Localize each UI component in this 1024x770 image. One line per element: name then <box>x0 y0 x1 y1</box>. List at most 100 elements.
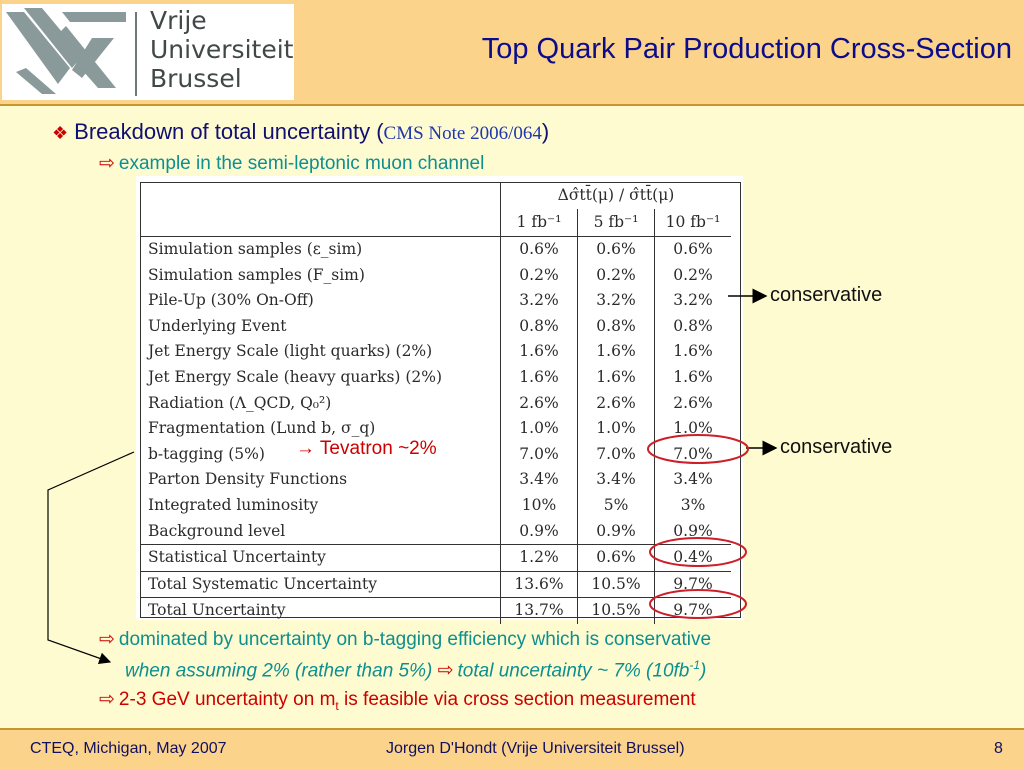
vub-logo: Vrije Universiteit Brussel <box>2 4 294 100</box>
row-value: 3.4% <box>500 467 578 493</box>
sub-bullet-2: ⇨ dominated by uncertainty on b-tagging e… <box>99 628 711 651</box>
row-label: Total Uncertainty <box>140 597 501 624</box>
logo-line-1: Vrije <box>150 6 207 35</box>
row-value: 3.4% <box>673 470 713 489</box>
row-label: Fragmentation (Lund b, σ_q) <box>140 416 501 442</box>
arrow-bullet-icon: ⇨ <box>99 629 115 650</box>
logo-line-3: Brussel <box>150 64 242 93</box>
row-label: Pile-Up (30% On-Off) <box>140 288 501 314</box>
arrow-bullet-icon: ⇨ <box>437 660 454 682</box>
table-row: Background level 0.9% 0.9% 0.9% <box>140 518 731 545</box>
table-row: Jet Energy Scale (heavy quarks) (2%) 1.6%… <box>140 364 731 391</box>
subscript: t <box>335 698 339 713</box>
slide-title: Top Quark Pair Production Cross-Section <box>481 33 1012 65</box>
row-value: 1.6% <box>673 342 713 361</box>
column-header: 10 fb⁻¹ <box>654 209 731 237</box>
total-uncertainty-close: ) <box>700 660 707 682</box>
row-value: 10.5% <box>577 597 655 624</box>
row-value: 3.2% <box>577 288 655 314</box>
table-header-row-2: 1 fb⁻¹ 5 fb⁻¹ 10 fb⁻¹ <box>140 209 731 237</box>
row-value: 1.2% <box>500 544 578 572</box>
table-row: Jet Energy Scale (light quarks) (2%) 1.6%… <box>140 339 731 365</box>
column-header: 5 fb⁻¹ <box>577 209 655 237</box>
sub-bullet-2-continuation: when assuming 2% (rather than 5%) ⇨ total… <box>125 658 706 682</box>
row-label: Jet Energy Scale (heavy quarks) (2%) <box>140 364 501 391</box>
row-value: 1.0% <box>500 416 578 442</box>
row-value: 0.9% <box>673 521 713 540</box>
sub-bullet-1-text: example in the semi-leptonic muon channe… <box>118 153 485 174</box>
mass-text: 2-3 GeV uncertainty on m <box>118 689 336 710</box>
page-number: 8 <box>994 740 1003 757</box>
row-label: Integrated luminosity <box>140 492 501 519</box>
row-value: 3.2% <box>500 288 578 314</box>
row-value: 1.6% <box>500 364 578 391</box>
footer-author: Jorgen D'Hondt (Vrije Universiteit Bruss… <box>386 740 685 757</box>
table-row: Parton Density Functions 3.4% 3.4% 3.4% <box>140 467 731 493</box>
row-value: 0.6% <box>577 544 655 572</box>
slide-footer: CTEQ, Michigan, May 2007 Jorgen D'Hondt … <box>0 728 1024 770</box>
row-value: 0.8% <box>500 313 578 340</box>
row-value: 1.6% <box>577 339 655 365</box>
row-label: Parton Density Functions <box>140 467 501 493</box>
row-value: 2.6% <box>500 390 578 417</box>
row-value: 2.6% <box>673 393 713 412</box>
row-value: 7.0% <box>673 444 713 463</box>
row-value: 9.7% <box>654 570 731 598</box>
row-value: 0.6% <box>577 236 655 263</box>
row-value: 13.7% <box>500 597 578 624</box>
row-value: 13.6% <box>500 570 578 598</box>
row-label: b-tagging (5%) <box>140 441 501 468</box>
table-corner-2 <box>140 209 501 237</box>
table-row: Total Systematic Uncertainty 13.6% 10.5% 9.… <box>140 570 731 598</box>
bullet-reference: CMS Note 2006/064 <box>383 123 542 144</box>
bullet-close: ) <box>541 119 550 144</box>
row-value: 1.0% <box>673 419 713 438</box>
bullet-text: Breakdown of total uncertainty ( <box>74 119 384 144</box>
table-row: Radiation (Λ_QCD, Q₀²) 2.6% 2.6% 2.6% <box>140 390 731 417</box>
row-value: 10.5% <box>577 570 655 598</box>
tevatron-note: → Tevatron ~2% <box>296 438 437 459</box>
row-value: 1.0% <box>577 416 655 442</box>
table-header-formula: Δσ̂tt̄(μ) / σ̂tt̄(μ) <box>557 185 675 204</box>
arrow-bullet-icon: ⇨ <box>99 689 115 710</box>
logo-text: Vrije Universiteit Brussel <box>150 6 293 93</box>
row-value: 0.2% <box>500 262 578 289</box>
sub-bullet-2-text: dominated by uncertainty on b-tagging ef… <box>118 629 712 650</box>
table-row: Simulation samples (F_sim) 0.2% 0.2% 0.2% <box>140 262 731 289</box>
table-row: Total Uncertainty 13.7% 10.5% 9.7% <box>140 597 731 624</box>
row-value: 0.8% <box>673 316 713 335</box>
row-value: 0.8% <box>577 313 655 340</box>
footer-event: CTEQ, Michigan, May 2007 <box>30 740 227 757</box>
row-label: Radiation (Λ_QCD, Q₀²) <box>140 390 501 417</box>
diamond-bullet-icon: ❖ <box>52 123 69 143</box>
row-value: 9.7% <box>654 597 731 624</box>
conservative-note-2: conservative <box>780 436 893 458</box>
total-uncertainty-text: total uncertainty ~ 7% (10fb <box>457 660 690 682</box>
superscript: -1 <box>689 658 701 672</box>
row-value: 3% <box>680 495 706 514</box>
table-row: Statistical Uncertainty 1.2% 0.6% 0.4% <box>140 544 731 572</box>
row-value: 7.0% <box>500 441 578 468</box>
row-value: 2.6% <box>577 390 655 417</box>
row-label: Simulation samples (F_sim) <box>140 262 501 289</box>
row-value: 0.6% <box>673 240 713 258</box>
row-label: Background level <box>140 518 501 545</box>
row-value: 0.9% <box>577 518 655 545</box>
uncertainty-table-image: Δσ̂tt̄(μ) / σ̂tt̄(μ) 1 fb⁻¹ 5 fb⁻¹ 10 fb… <box>136 176 743 624</box>
table-body: Simulation samples (ε_sim) 0.6% 0.6% 0.6% Si… <box>140 236 731 624</box>
row-value: 3.2% <box>673 291 713 310</box>
row-value: 0.2% <box>577 262 655 289</box>
row-value: 0.6% <box>500 236 578 263</box>
sub-bullet-1: ⇨ example in the semi-leptonic muon chann… <box>99 152 484 175</box>
table-header-row-1: Δσ̂tt̄(μ) / σ̂tt̄(μ) <box>140 182 731 209</box>
slide-header: Vrije Universiteit Brussel Top Quark Pai… <box>0 0 1024 106</box>
row-label: Underlying Event <box>140 313 501 340</box>
row-value: 0.2% <box>673 265 713 284</box>
sub-bullet-3: ⇨ 2-3 GeV uncertainty on mt is feasible v… <box>99 688 696 713</box>
row-value: 5% <box>577 492 655 519</box>
row-label: Statistical Uncertainty <box>140 544 501 572</box>
conservative-note-1: conservative <box>770 284 883 306</box>
logo-line-2: Universiteit <box>150 35 294 64</box>
row-value: 0.9% <box>500 518 578 545</box>
table-corner <box>140 182 501 209</box>
